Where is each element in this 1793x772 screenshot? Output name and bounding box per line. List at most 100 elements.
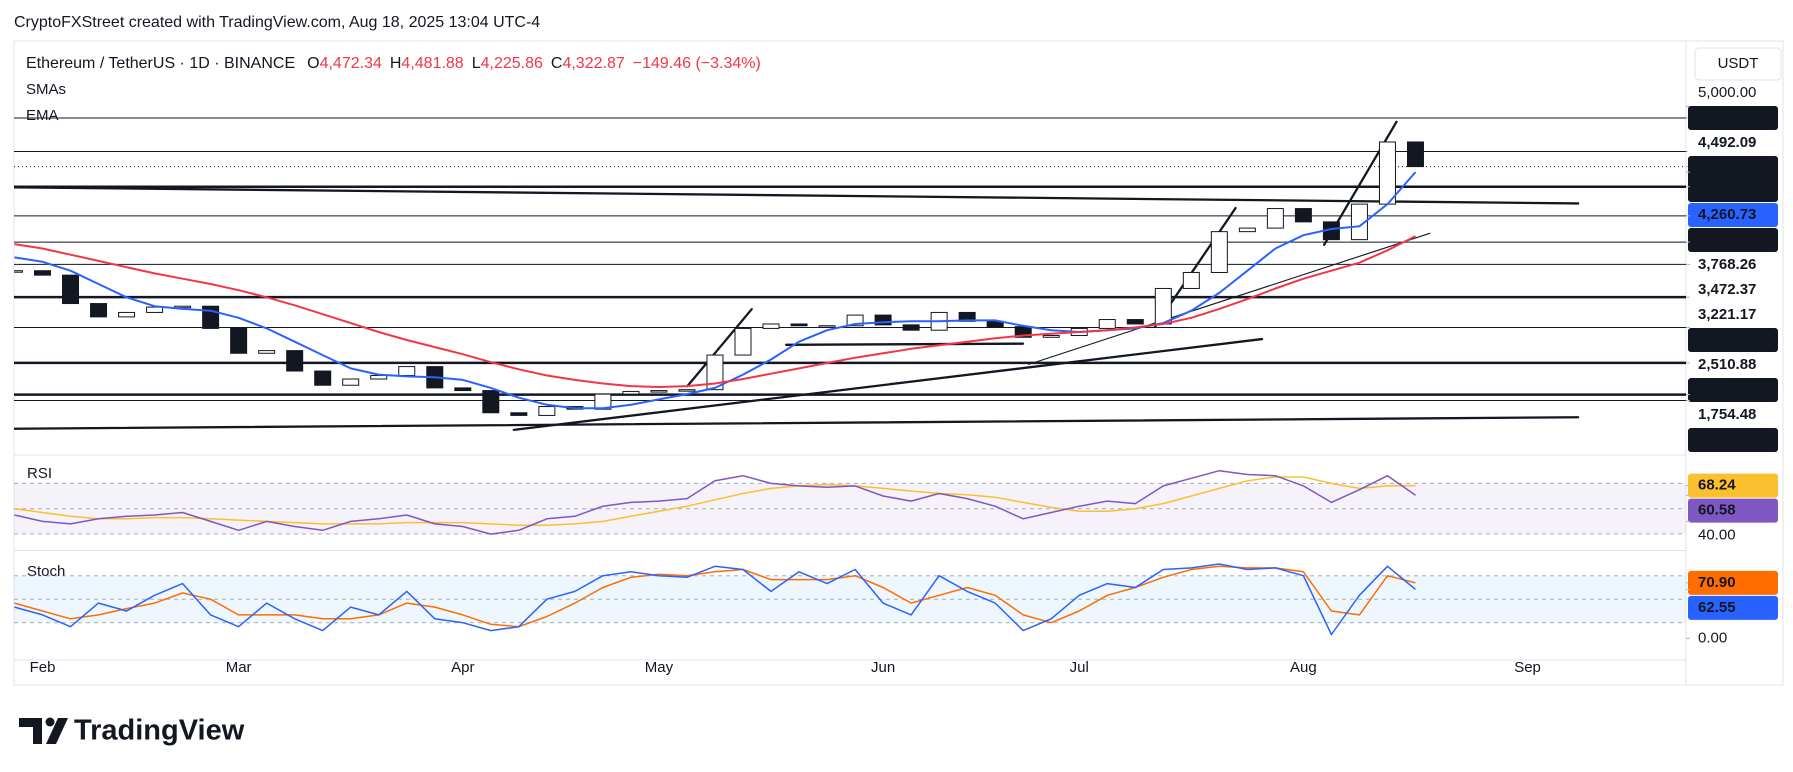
ohlc-key: H	[390, 55, 402, 72]
candle	[818, 325, 836, 328]
axis-label: 4,870.47	[1698, 109, 1756, 126]
candle	[118, 311, 136, 318]
candle	[62, 274, 80, 305]
axis-label-box	[1688, 595, 1778, 620]
change: −149.46 (−3.34%)	[633, 55, 761, 72]
candle	[454, 387, 472, 392]
axis-label: 3,768.26	[1698, 256, 1756, 273]
axis-label-box	[1688, 228, 1778, 252]
axis-label: 4,095.98	[1698, 231, 1756, 248]
indicator-line	[14, 563, 1416, 636]
candle	[286, 350, 304, 372]
trend-lines	[14, 120, 1580, 432]
legend-entry: SMAs	[26, 81, 66, 98]
candle	[902, 324, 920, 331]
axis-label-box	[1688, 353, 1778, 377]
logo-icon	[45, 717, 55, 727]
candle	[258, 350, 276, 354]
ohlc-key: C	[551, 55, 563, 72]
currency[interactable]: USDT	[1718, 55, 1759, 72]
candle	[678, 389, 696, 392]
candle	[1350, 203, 1368, 241]
candle	[1098, 319, 1116, 329]
axis-label-box	[1688, 473, 1778, 498]
ohlc-key: O	[307, 55, 319, 72]
candle	[146, 306, 164, 313]
axis-label: 4,260.73	[1698, 206, 1756, 223]
candle	[482, 390, 500, 414]
axis-label-box	[1688, 378, 1778, 402]
candle	[1266, 208, 1284, 229]
candle	[342, 378, 360, 386]
candle	[398, 366, 416, 376]
candle	[174, 305, 192, 309]
axis-label-box	[1688, 570, 1778, 595]
candle	[1210, 231, 1228, 273]
candle	[1294, 208, 1312, 223]
candle	[230, 327, 248, 354]
ohlc-value: 4,225.86	[481, 55, 543, 72]
axis-label-box	[1688, 156, 1778, 202]
trend-line	[14, 416, 1580, 430]
indicator-line	[14, 171, 1417, 410]
axis-label: 3,472.37	[1698, 281, 1756, 298]
axis-label: 70.90	[1698, 574, 1736, 591]
x-tick-label: Mar	[226, 659, 252, 676]
x-tick-label: Jun	[871, 659, 895, 676]
logo: TradingView	[19, 715, 245, 747]
logo-icon	[19, 718, 42, 744]
logo-text: TradingView	[74, 715, 245, 747]
axis-label-box	[1688, 428, 1778, 452]
axis-label-box	[1688, 203, 1778, 227]
candle	[370, 374, 388, 380]
candle	[90, 303, 108, 318]
axis-label: 3,221.17	[1698, 306, 1756, 323]
axis-label: 1,688.39	[1698, 431, 1756, 448]
candle	[1042, 335, 1060, 338]
x-tick-label: Feb	[30, 659, 56, 676]
stoch-plot	[14, 563, 1686, 636]
chart-title: Ethereum / TetherUS · 1D · BINANCE	[26, 55, 295, 72]
axis-label: 40.00	[1698, 527, 1736, 544]
trend-line	[686, 308, 753, 388]
axis-label-box	[1688, 303, 1778, 327]
ohlc-value: 4,472.34	[320, 55, 382, 72]
countdown: 06:55:22	[1698, 181, 1756, 198]
axis-label: 68.24	[1698, 477, 1736, 494]
indicator-line	[14, 565, 1416, 628]
axis-label: 4,492.09	[1698, 134, 1756, 151]
chart-header: Ethereum / TetherUS · 1D · BINANCE O4,472…	[26, 55, 761, 72]
currency-box[interactable]	[1694, 47, 1782, 81]
pane-title: RSI	[27, 465, 52, 482]
axis-label-box	[1688, 328, 1778, 352]
candle	[622, 390, 640, 395]
trend-line	[1028, 232, 1431, 365]
x-tick-label: Aug	[1290, 659, 1317, 676]
candle	[734, 327, 752, 356]
candle	[790, 323, 808, 327]
axis-label: 62.55	[1698, 599, 1736, 616]
candle	[706, 354, 724, 391]
axis-label-box	[1688, 403, 1778, 427]
axis-label-box	[1688, 498, 1778, 523]
axis-label: 2,852.02	[1698, 331, 1756, 348]
axis-label-box	[1688, 278, 1778, 302]
candle	[650, 390, 668, 393]
ohlc-key: L	[472, 55, 481, 72]
candle	[14, 270, 23, 273]
price-plot	[14, 141, 1424, 416]
axis-label: 4,322.87	[1698, 159, 1756, 176]
trend-line	[785, 342, 1025, 346]
axis-label: 2,112.30	[1698, 381, 1756, 398]
axis-label: 1,754.48	[1698, 406, 1756, 423]
x-tick-label: Apr	[451, 659, 474, 676]
candle	[1406, 141, 1424, 168]
candle	[1182, 271, 1200, 289]
axis-label-box	[1688, 253, 1778, 277]
axis-label: 60.58	[1698, 502, 1736, 519]
candle	[874, 314, 892, 326]
x-tick-label: Sep	[1514, 659, 1541, 676]
axis-label-box	[1688, 106, 1778, 130]
